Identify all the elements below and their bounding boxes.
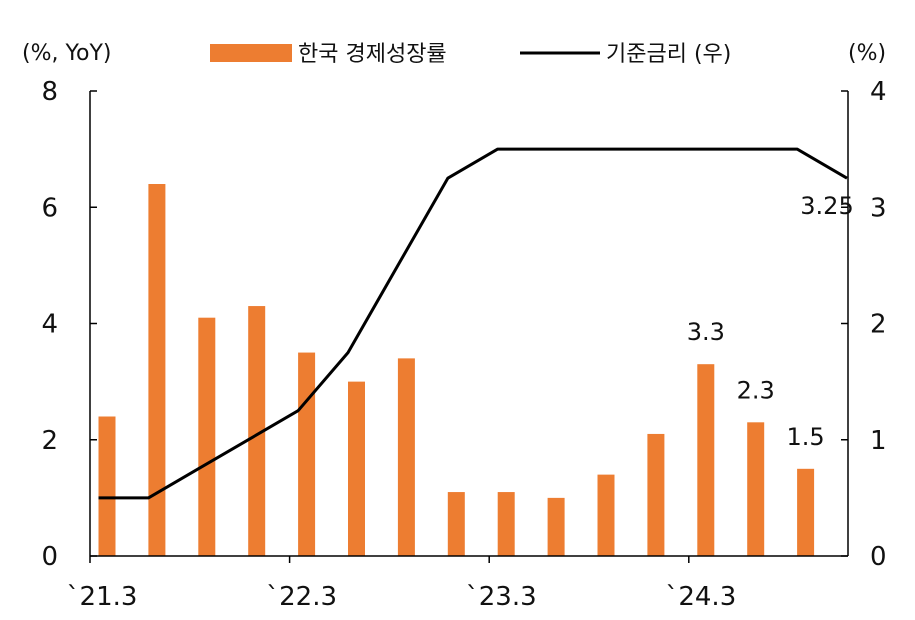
data-label: 2.3 <box>737 376 775 404</box>
policy-rate-line <box>98 147 848 500</box>
bar <box>98 416 116 556</box>
right-tick-label: 2 <box>870 310 887 340</box>
right-tick-label: 4 <box>870 77 887 107</box>
data-label: 3.25 <box>800 192 853 220</box>
left-tick-label: 8 <box>41 77 58 107</box>
bar <box>248 306 266 556</box>
legend: 한국 경제성장률 기준금리 (우) <box>210 42 731 67</box>
data-label: 3.3 <box>687 318 725 346</box>
right-axis-unit: (%) <box>848 41 886 66</box>
legend-swatch-growth <box>210 44 292 62</box>
bar <box>348 381 365 556</box>
bar <box>447 492 465 556</box>
legend-label-rate: 기준금리 (우) <box>606 42 731 67</box>
bar <box>597 474 615 556</box>
bar <box>647 433 665 556</box>
left-tick-label: 0 <box>41 542 58 572</box>
bar <box>298 352 316 556</box>
bar <box>198 317 216 556</box>
legend-label-growth: 한국 경제성장률 <box>298 42 447 67</box>
x-tick-label: `23.3 <box>466 582 537 612</box>
bar <box>148 184 166 556</box>
plot-area: 0 2 4 6 8 0 1 2 3 4 `21.3 `22.3 `23.3 `24.3 3.3 2.3 1.5 3… <box>41 77 886 612</box>
x-tick-label: `22.3 <box>266 582 337 612</box>
bar <box>397 358 415 556</box>
right-tick-label: 3 <box>870 193 887 223</box>
bar <box>797 468 815 556</box>
bar <box>497 492 515 556</box>
bar <box>547 497 565 556</box>
left-tick-label: 6 <box>41 193 58 223</box>
left-tick-label: 4 <box>41 310 58 340</box>
left-tick-label: 2 <box>41 426 58 456</box>
x-tick-label: `21.3 <box>67 582 138 612</box>
bar <box>747 422 765 556</box>
bar <box>697 364 715 556</box>
left-axis-unit: (%, YoY) <box>22 41 111 66</box>
right-tick-label: 0 <box>870 542 887 572</box>
right-tick-label: 1 <box>870 426 887 456</box>
data-label: 1.5 <box>787 423 825 451</box>
x-tick-label: `24.3 <box>665 582 736 612</box>
